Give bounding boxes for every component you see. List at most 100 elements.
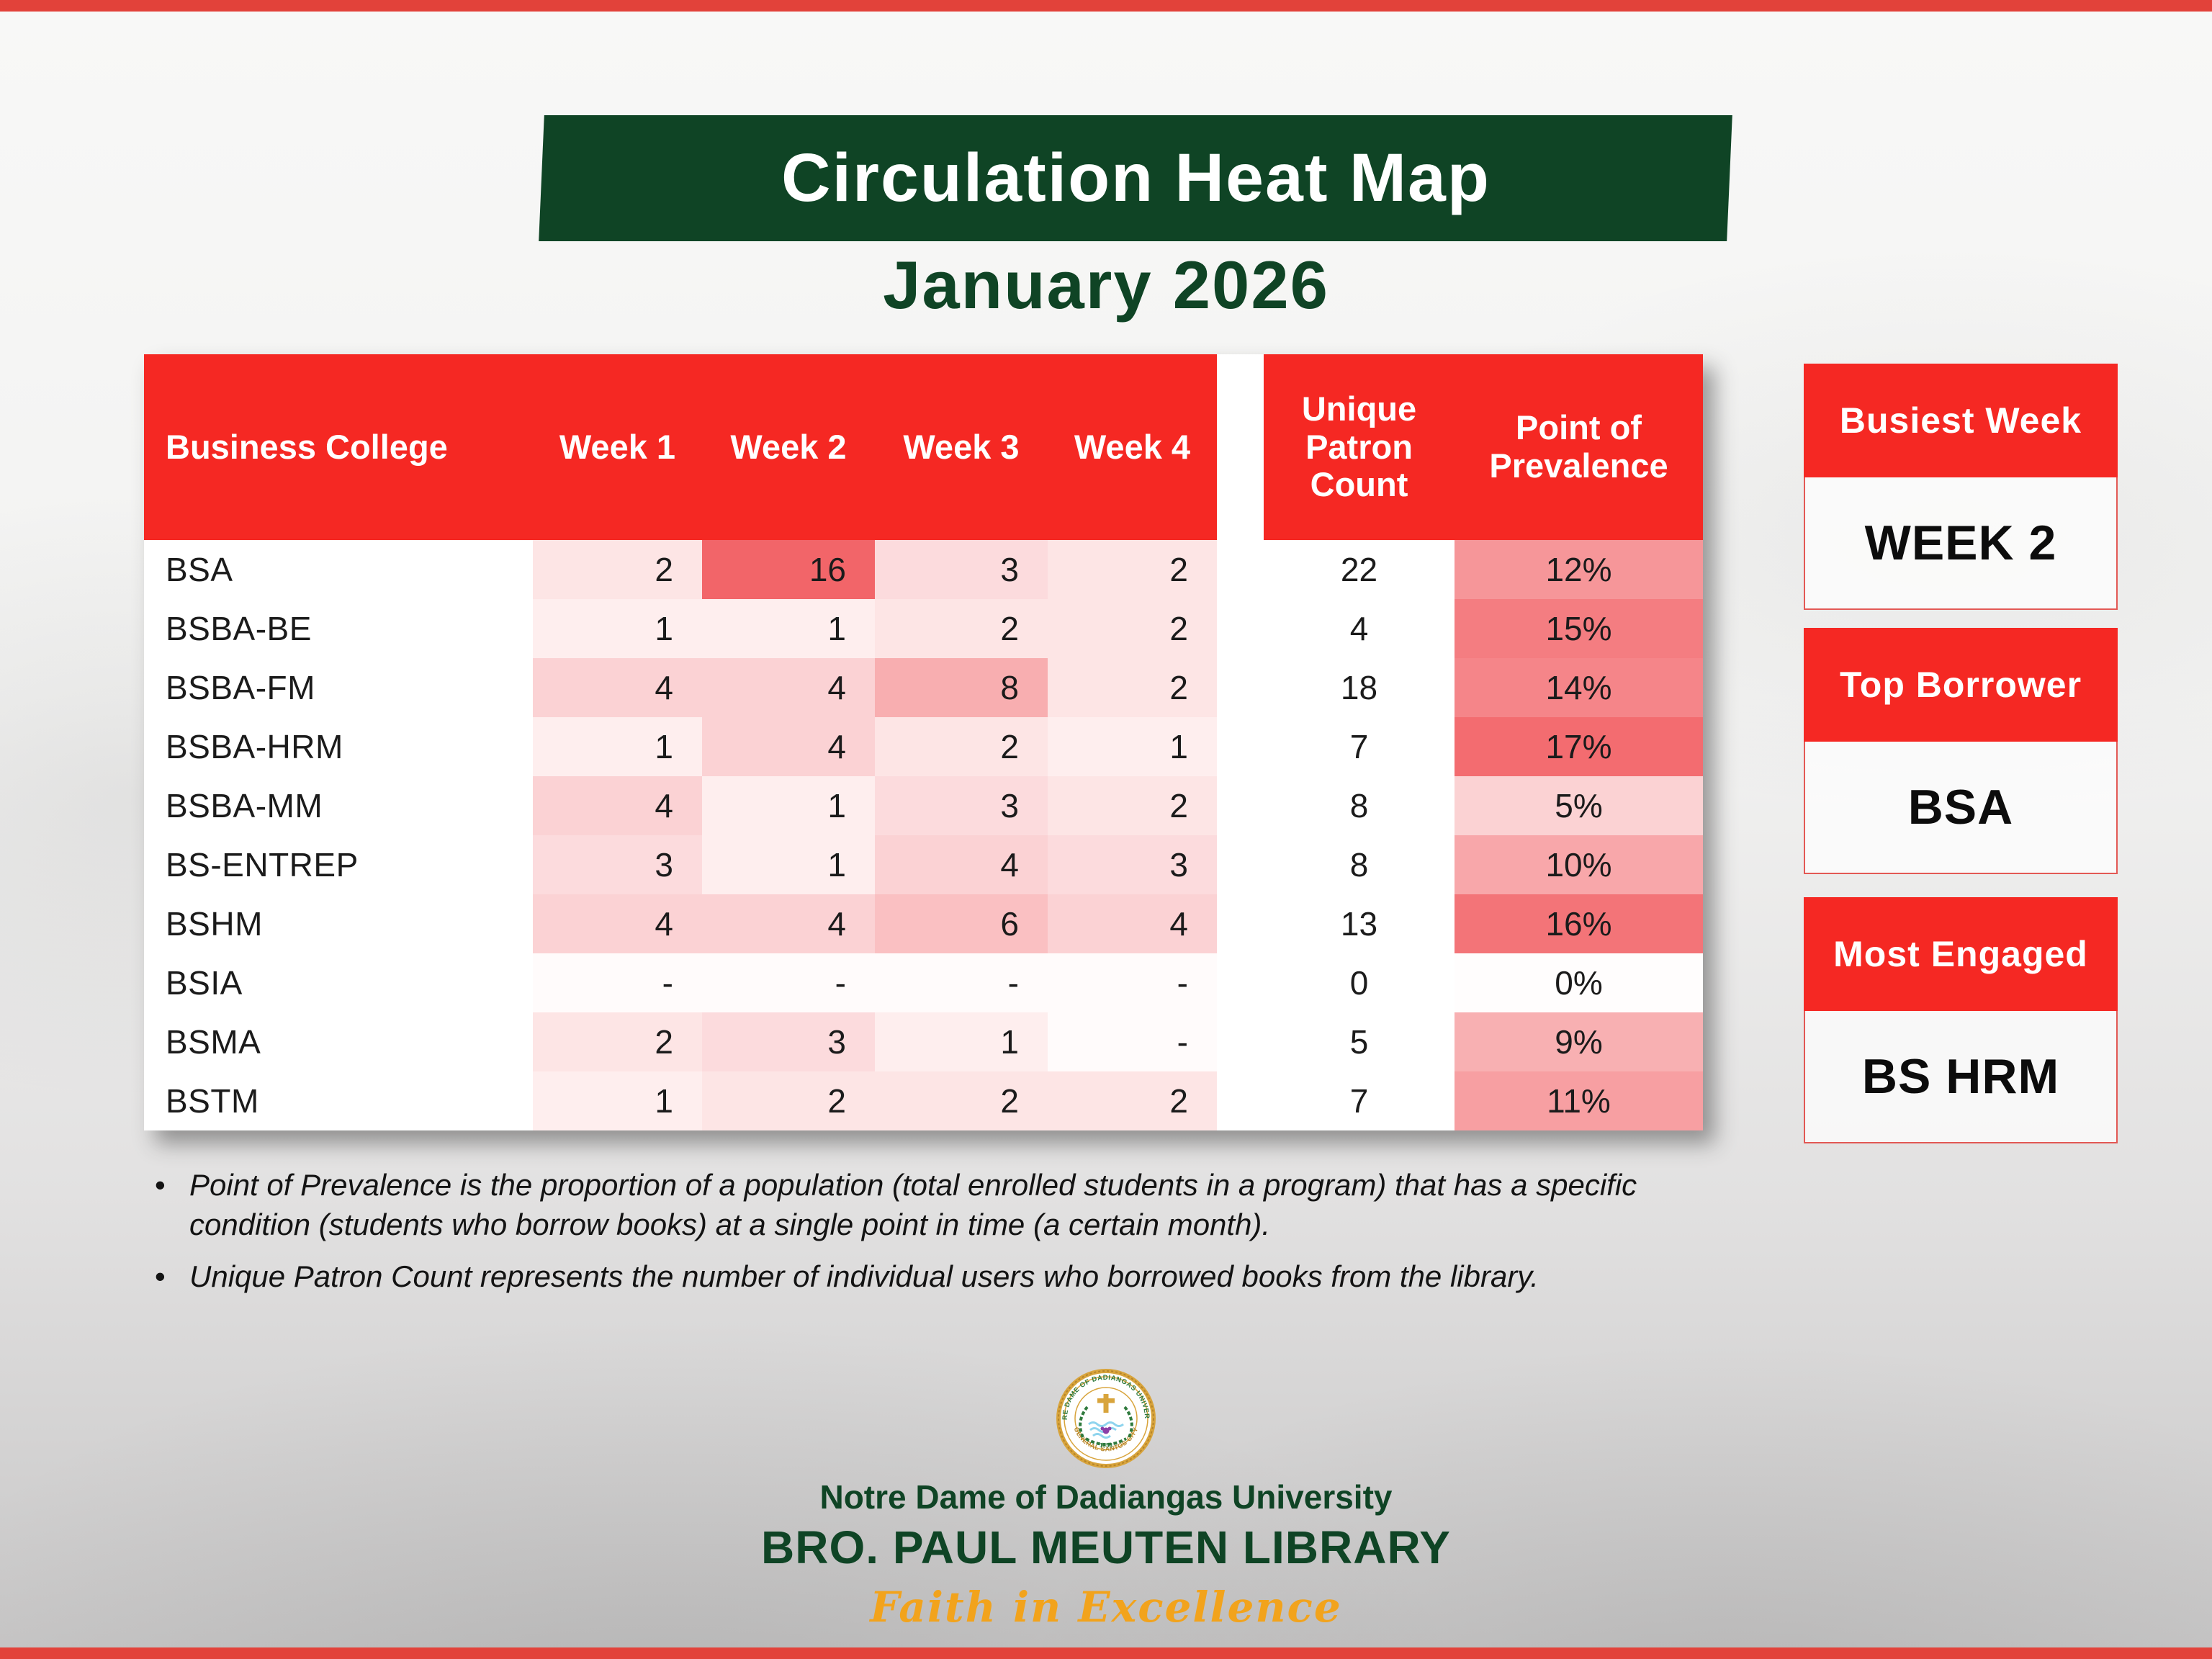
heat-cell: 2 — [702, 1071, 875, 1130]
heat-cell: 2 — [1048, 540, 1217, 599]
heat-cell: 4 — [702, 658, 875, 717]
wreath-left — [1079, 1406, 1089, 1438]
prevalence-cell: 16% — [1455, 894, 1703, 953]
prevalence-cell: 9% — [1455, 1012, 1703, 1071]
column-header-week: Week 1 — [533, 354, 702, 540]
library-tagline: Faith in Excellence — [870, 1583, 1342, 1632]
heat-cell: 2 — [875, 717, 1048, 776]
heat-cell: 16 — [702, 540, 875, 599]
row-label: BSHM — [144, 894, 533, 953]
prevalence-cell: 5% — [1455, 776, 1703, 835]
stat-panel-most-engaged: Most Engaged BS HRM — [1804, 897, 2118, 1143]
cross-icon-arm — [1097, 1398, 1115, 1403]
prevalence-cell: 17% — [1455, 717, 1703, 776]
column-header-week: Week 2 — [702, 354, 875, 540]
heat-cell: 4 — [533, 658, 702, 717]
patron-count-cell: 4 — [1264, 599, 1455, 658]
title-banner: Circulation Heat Map — [539, 115, 1732, 241]
column-header-college: Business College — [144, 354, 533, 540]
svg-text:1953: 1953 — [1100, 1442, 1112, 1449]
stat-panel-busiest-week: Busiest Week WEEK 2 — [1804, 364, 2118, 610]
slide-subtitle: January 2026 — [883, 247, 1329, 323]
column-header-patron-count: Unique Patron Count — [1264, 354, 1455, 540]
heat-cell: - — [1048, 953, 1217, 1012]
panel-title: Busiest Week — [1804, 364, 2118, 477]
patron-count-cell: 0 — [1264, 953, 1455, 1012]
heat-cell: - — [1048, 1012, 1217, 1071]
panel-value: BS HRM — [1804, 1011, 2118, 1143]
patron-count-cell: 13 — [1264, 894, 1455, 953]
heat-cell: 1 — [1048, 717, 1217, 776]
heat-cell: 3 — [702, 1012, 875, 1071]
patron-count-cell: 8 — [1264, 835, 1455, 894]
row-gap — [1217, 658, 1264, 717]
heat-cell: 4 — [702, 717, 875, 776]
university-seal-logo: NOTRE DAME OF DADIANGAS UNIVERSITY GENER… — [1056, 1368, 1156, 1468]
library-name: BRO. PAUL MEUTEN LIBRARY — [761, 1521, 1451, 1573]
stat-panel-top-borrower: Top Borrower BSA — [1804, 628, 2118, 874]
heat-cell: 8 — [875, 658, 1048, 717]
heat-cell: 1 — [875, 1012, 1048, 1071]
cross-icon — [1103, 1394, 1109, 1413]
row-label: BSBA-BE — [144, 599, 533, 658]
heat-cell: - — [875, 953, 1048, 1012]
heat-cell: 2 — [533, 1012, 702, 1071]
row-gap — [1217, 1012, 1264, 1071]
top-red-bar — [0, 0, 2212, 12]
university-name: Notre Dame of Dadiangas University — [819, 1478, 1393, 1516]
heat-cell: 2 — [1048, 599, 1217, 658]
prevalence-cell: 10% — [1455, 835, 1703, 894]
prevalence-cell: 15% — [1455, 599, 1703, 658]
prevalence-cell: 11% — [1455, 1071, 1703, 1130]
footnotes-list: Point of Prevalence is the proportion of… — [148, 1165, 1739, 1308]
heat-cell: 2 — [533, 540, 702, 599]
heat-cell: - — [702, 953, 875, 1012]
note-item: Point of Prevalence is the proportion of… — [148, 1165, 1739, 1245]
heat-cell: 1 — [533, 1071, 702, 1130]
panel-title: Top Borrower — [1804, 628, 2118, 742]
row-label: BS-ENTREP — [144, 835, 533, 894]
panel-title: Most Engaged — [1804, 897, 2118, 1011]
heat-cell: 3 — [875, 540, 1048, 599]
heat-cell: 2 — [1048, 1071, 1217, 1130]
heat-cell: 1 — [533, 599, 702, 658]
heat-cell: 3 — [1048, 835, 1217, 894]
bottom-red-bar — [0, 1647, 2212, 1659]
row-label: BSA — [144, 540, 533, 599]
heat-cell: 2 — [1048, 658, 1217, 717]
row-gap — [1217, 717, 1264, 776]
heat-cell: 4 — [1048, 894, 1217, 953]
heat-cell: 2 — [1048, 776, 1217, 835]
patron-count-cell: 7 — [1264, 1071, 1455, 1130]
heat-cell: 3 — [533, 835, 702, 894]
prevalence-cell: 0% — [1455, 953, 1703, 1012]
heat-cell: 4 — [875, 835, 1048, 894]
heat-cell: 3 — [875, 776, 1048, 835]
heat-cell: 2 — [875, 1071, 1048, 1130]
panel-value: BSA — [1804, 742, 2118, 874]
heat-cell: - — [533, 953, 702, 1012]
grape-cluster — [1107, 1426, 1112, 1431]
heat-cell: 1 — [702, 776, 875, 835]
page-title: Circulation Heat Map — [781, 140, 1491, 216]
prevalence-cell: 14% — [1455, 658, 1703, 717]
row-label: BSBA-MM — [144, 776, 533, 835]
patron-count-cell: 7 — [1264, 717, 1455, 776]
wreath-right — [1123, 1406, 1133, 1438]
row-label: BSBA-HRM — [144, 717, 533, 776]
heat-cell: 1 — [533, 717, 702, 776]
row-label: BSBA-FM — [144, 658, 533, 717]
row-label: BSMA — [144, 1012, 533, 1071]
row-gap — [1217, 776, 1264, 835]
heat-cell: 4 — [533, 776, 702, 835]
heat-cell: 1 — [702, 835, 875, 894]
prevalence-cell: 12% — [1455, 540, 1703, 599]
grape-cluster — [1100, 1426, 1105, 1431]
row-gap — [1217, 599, 1264, 658]
column-header-week: Week 3 — [875, 354, 1048, 540]
row-label: BSTM — [144, 1071, 533, 1130]
heat-cell: 4 — [702, 894, 875, 953]
column-header-prevalence: Point of Prevalence — [1455, 354, 1703, 540]
heatmap-table: Business College Week 1 Week 2 Week 3 Week 4… — [144, 354, 1703, 1130]
